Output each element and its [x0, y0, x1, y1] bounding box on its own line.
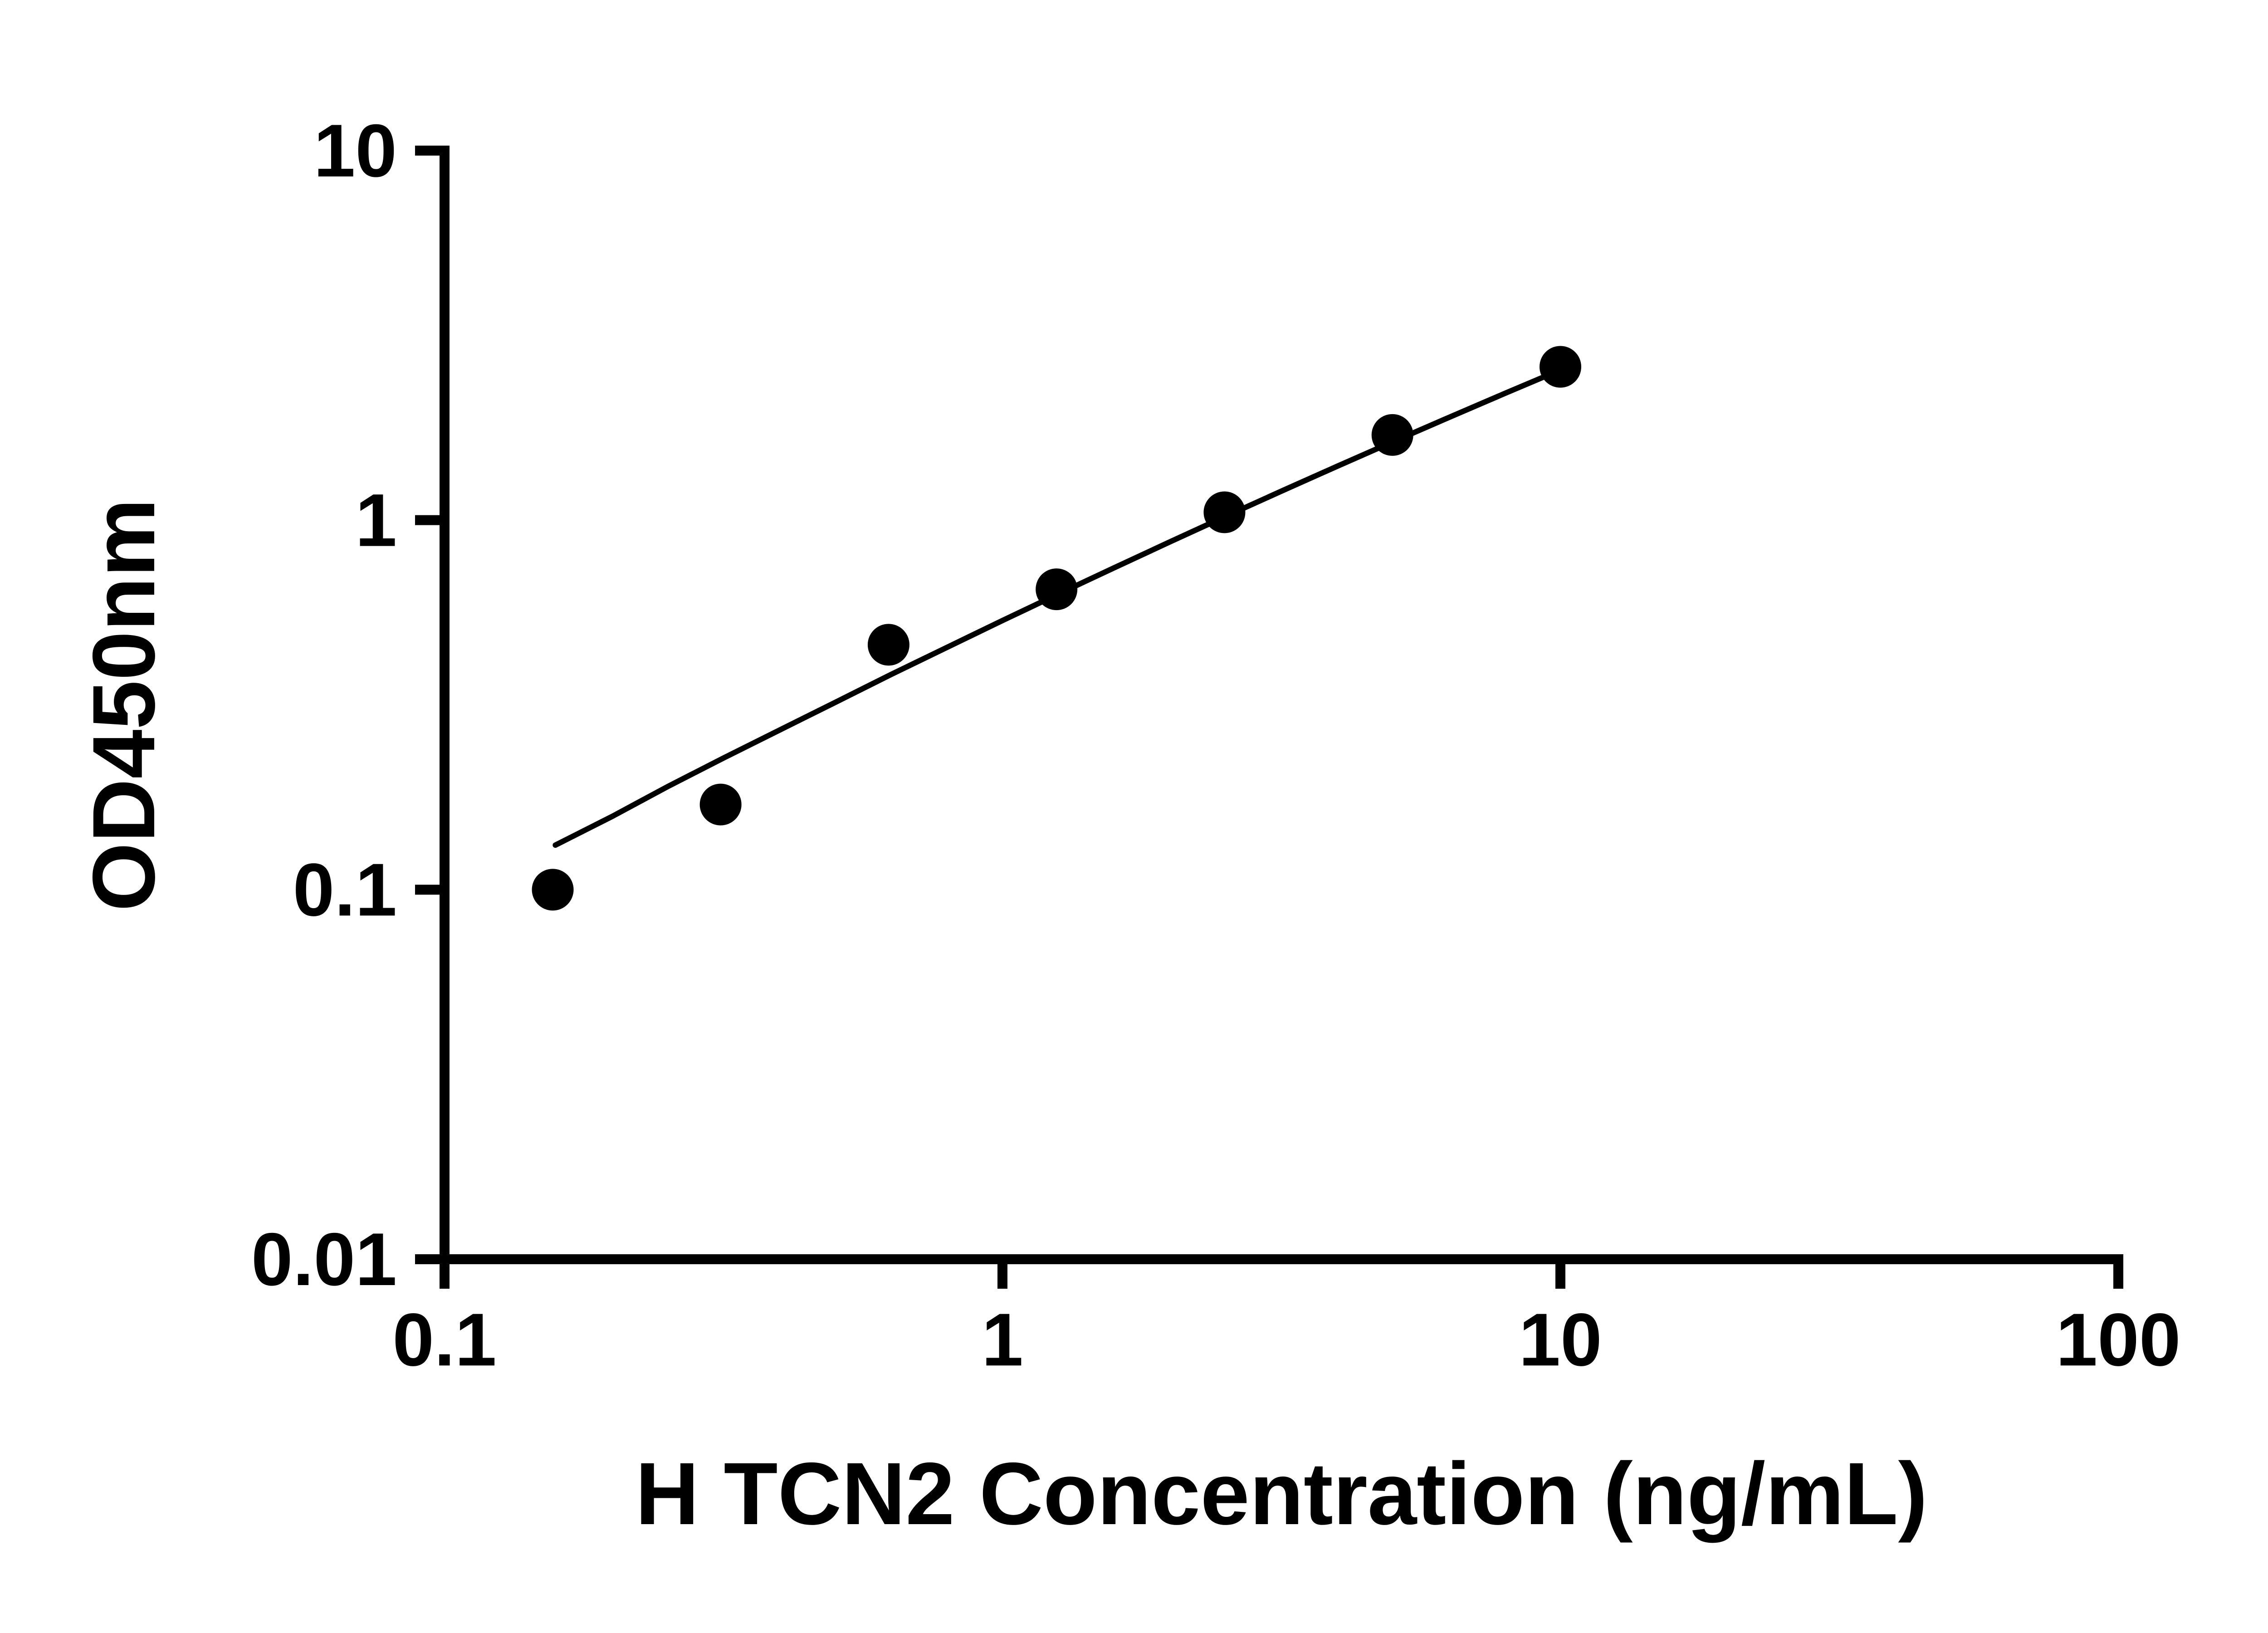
- y-tick-label: 0.01: [251, 1217, 397, 1301]
- series-layer: [532, 346, 1581, 911]
- data-point: [1036, 568, 1078, 611]
- y-tick-label: 1: [355, 479, 397, 562]
- x-tick-label: 1: [982, 1298, 1023, 1381]
- x-tick-label: 10: [1519, 1298, 1602, 1381]
- data-point: [699, 783, 742, 826]
- y-tick-label: 10: [313, 109, 397, 192]
- x-tick-label: 100: [2056, 1298, 2180, 1381]
- y-axis-title: OD450nm: [74, 499, 173, 911]
- y-tick-label: 0.1: [293, 848, 397, 931]
- data-point: [1371, 414, 1413, 456]
- x-axis-title: H TCN2 Concentration (ng/mL): [635, 1444, 1927, 1543]
- data-point: [1540, 346, 1581, 388]
- data-point: [532, 869, 574, 911]
- data-point: [1203, 491, 1246, 533]
- data-point: [867, 624, 909, 666]
- x-tick-label: 0.1: [392, 1298, 496, 1381]
